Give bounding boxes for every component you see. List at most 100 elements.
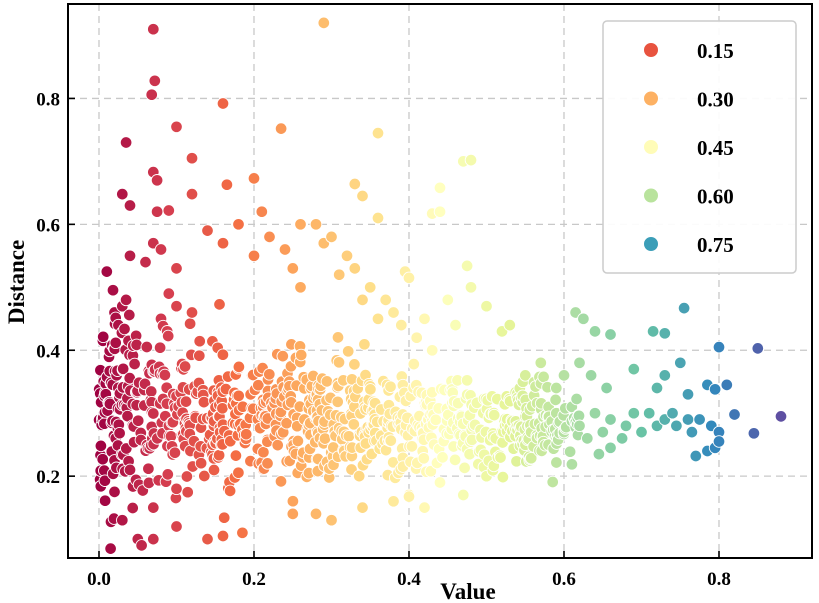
data-point — [425, 344, 439, 357]
data-point — [356, 189, 369, 203]
legend-marker — [643, 187, 659, 204]
data-point — [681, 388, 695, 401]
data-point — [140, 340, 154, 354]
data-point — [142, 462, 155, 475]
data-point — [286, 262, 300, 275]
data-point — [363, 281, 377, 294]
data-point — [185, 151, 199, 165]
data-point — [201, 532, 214, 546]
data-point — [232, 360, 246, 374]
data-point — [747, 427, 761, 440]
data-point — [681, 413, 695, 426]
legend-marker — [643, 42, 659, 58]
data-point — [147, 501, 160, 514]
data-points — [92, 16, 788, 555]
data-point — [464, 153, 478, 167]
data-point — [418, 312, 431, 326]
data-point — [113, 426, 126, 440]
data-point — [119, 293, 133, 307]
data-point — [170, 482, 183, 496]
data-point — [121, 409, 134, 423]
data-point — [216, 97, 230, 110]
data-point — [178, 360, 192, 373]
y-axis-label: Distance — [4, 240, 29, 324]
data-point — [433, 205, 447, 218]
data-point — [563, 445, 577, 458]
data-point — [223, 484, 237, 498]
data-point — [712, 435, 726, 448]
data-point — [261, 457, 274, 470]
data-point — [573, 419, 586, 433]
data-point — [670, 419, 683, 433]
legend-marker — [643, 90, 659, 107]
data-point — [286, 494, 300, 508]
data-point — [348, 177, 362, 191]
data-point — [494, 451, 507, 464]
data-point — [216, 529, 230, 543]
data-point — [550, 456, 563, 469]
data-point — [170, 520, 183, 533]
data-point — [449, 318, 462, 332]
data-point — [185, 306, 199, 319]
data-point — [179, 395, 193, 408]
data-point — [573, 356, 586, 370]
data-point — [464, 281, 478, 294]
data-point — [291, 434, 305, 448]
data-point — [588, 406, 602, 420]
data-point — [123, 308, 136, 322]
data-point — [116, 513, 129, 527]
data-point — [604, 328, 617, 341]
data-point — [417, 452, 431, 465]
data-point — [658, 327, 672, 340]
data-point — [252, 378, 265, 392]
data-point — [198, 469, 211, 483]
data-point — [496, 470, 510, 484]
data-point — [150, 205, 164, 218]
data-point — [405, 440, 419, 453]
data-point — [436, 451, 449, 464]
data-point — [325, 230, 338, 244]
data-point — [294, 348, 308, 362]
data-point — [148, 74, 162, 88]
data-point — [635, 425, 648, 439]
data-point — [98, 494, 112, 507]
data-point — [181, 485, 194, 499]
data-point — [232, 218, 245, 231]
legend-label: 0.60 — [697, 185, 734, 209]
data-point — [106, 283, 120, 297]
y-tick-label: 0.4 — [36, 341, 60, 362]
data-point — [570, 392, 583, 406]
data-point — [487, 408, 501, 422]
y-tick-label: 0.2 — [36, 467, 60, 488]
data-point — [604, 413, 617, 426]
data-point — [358, 338, 371, 351]
data-point — [460, 259, 474, 273]
data-point — [341, 345, 355, 358]
x-tick-label: 0.2 — [242, 569, 266, 590]
data-point — [342, 430, 356, 443]
data-point — [402, 490, 416, 503]
y-tick-label: 0.6 — [36, 215, 60, 236]
data-point — [197, 395, 211, 409]
data-point — [135, 539, 148, 552]
data-point — [216, 402, 229, 415]
data-point — [255, 205, 269, 218]
legend-marker — [643, 236, 659, 252]
data-point — [596, 425, 610, 439]
data-point — [193, 349, 206, 362]
data-point — [331, 395, 344, 409]
data-point — [592, 447, 606, 461]
data-point — [126, 501, 139, 515]
data-point — [503, 318, 517, 332]
data-point — [615, 432, 629, 445]
data-point — [229, 449, 243, 462]
data-point — [410, 331, 423, 344]
data-point — [98, 474, 112, 487]
data-point — [332, 356, 346, 369]
data-point — [232, 389, 245, 403]
data-point — [116, 362, 130, 376]
data-point — [728, 408, 741, 421]
data-point — [170, 299, 183, 313]
data-point — [332, 268, 346, 281]
